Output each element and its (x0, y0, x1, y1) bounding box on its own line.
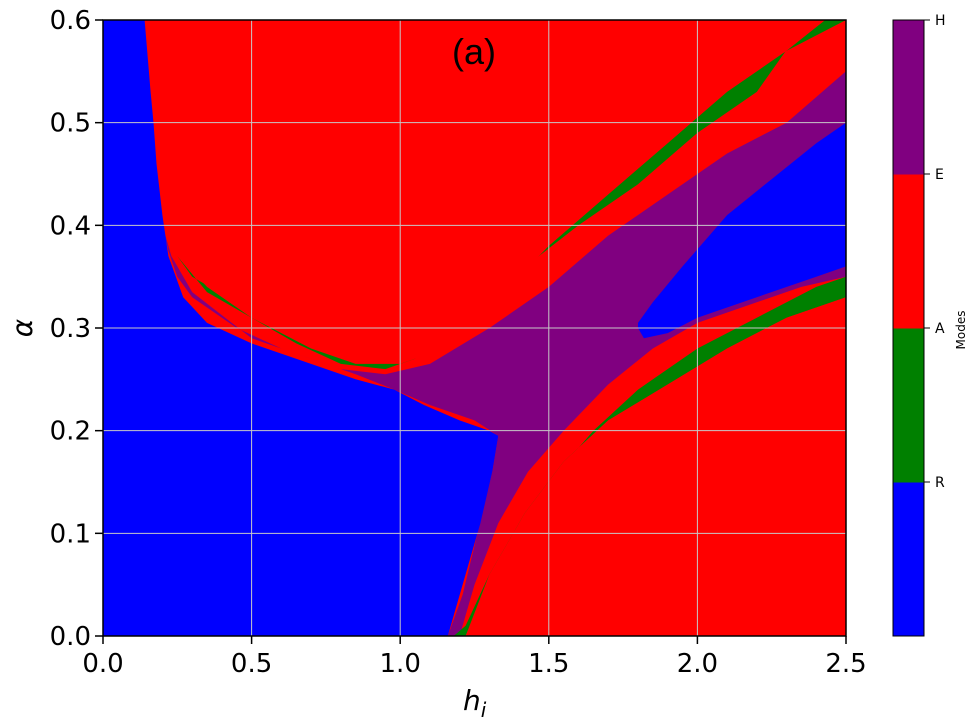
colorbar-segment-A (893, 328, 924, 483)
region-H-purpleBand (162, 71, 846, 636)
x-tick-label: 1.5 (528, 649, 569, 679)
y-axis-label: α (6, 318, 39, 337)
x-tick-label: 2.0 (677, 649, 718, 679)
mode-regions (103, 20, 846, 636)
colorbar-tick-label: R (935, 475, 945, 491)
x-axis: 0.0 0.5 1.0 1.5 2.0 2.5 (82, 636, 867, 679)
y-tick-label: 0.2 (50, 417, 91, 447)
y-tick-label: 0.3 (50, 314, 91, 344)
y-tick-label: 0.0 (50, 622, 91, 652)
colorbar-segment-H (893, 20, 924, 175)
y-tick-label: 0.4 (50, 211, 91, 241)
svg-text:hi: hi (463, 684, 487, 722)
colorbar-tick-label: H (935, 13, 946, 29)
grid-lines (103, 20, 846, 636)
y-tick-label: 0.5 (50, 109, 91, 139)
y-tick-label: 0.1 (50, 519, 91, 549)
region-E-redLower (465, 297, 846, 636)
colorbar-tick-label: E (935, 167, 944, 183)
y-tick-label: 0.6 (50, 6, 91, 36)
x-tick-label: 1.0 (380, 649, 421, 679)
colorbar-title: Modes (954, 311, 968, 350)
region-R-blueMain (103, 20, 499, 636)
plot-area (103, 20, 846, 636)
colorbar-tick-label: A (935, 321, 945, 337)
svg-text:α: α (6, 318, 39, 337)
colorbar: R A E H (892, 13, 946, 637)
x-tick-label: 0.5 (231, 649, 272, 679)
region-E-redUpper (144, 20, 826, 364)
x-axis-label: hi (463, 684, 487, 722)
y-axis: 0.0 0.1 0.2 0.3 0.4 0.5 0.6 (50, 6, 103, 652)
colorbar-segment-E (893, 174, 924, 329)
colorbar-segment-R (893, 482, 924, 637)
panel-label: (a) (452, 31, 496, 72)
region-R-blueRight (638, 122, 846, 339)
x-tick-label: 0.0 (82, 649, 123, 679)
x-tick-label: 2.5 (825, 649, 866, 679)
